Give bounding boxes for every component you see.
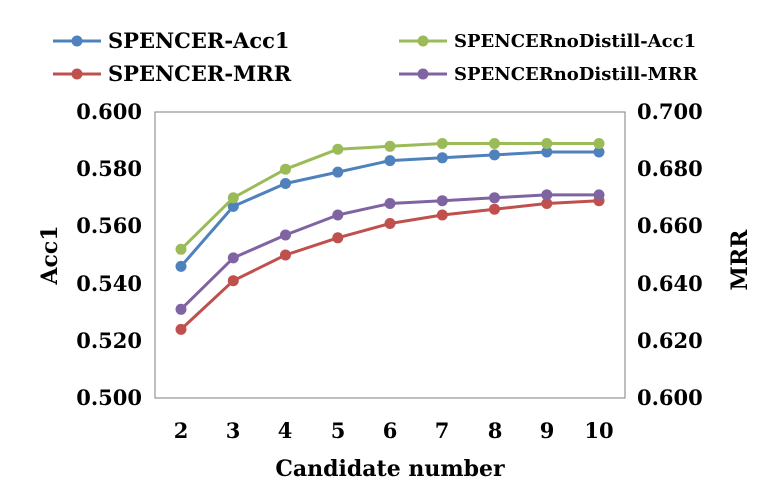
data-point-spencer-mrr <box>175 323 187 335</box>
data-point-spencernodistill-mrr <box>436 195 448 207</box>
series-spencer-mrr <box>175 195 605 335</box>
data-point-spencer-acc1 <box>384 155 396 167</box>
data-point-spencer-mrr <box>384 218 396 229</box>
y-tick-right: 0.620 <box>637 328 703 353</box>
data-point-spencernodistill-acc1 <box>227 192 239 204</box>
data-point-spencernodistill-acc1 <box>332 143 344 155</box>
data-point-spencer-acc1 <box>227 200 239 212</box>
data-point-spencer-acc1 <box>175 260 187 272</box>
legend-marker-spencer-acc1 <box>71 35 83 47</box>
data-point-spencernodistill-acc1 <box>593 138 605 149</box>
data-point-spencernodistill-acc1 <box>489 138 500 149</box>
y-axis-left: 0.500 0.520 0.540 0.560 0.580 0.600 <box>76 99 142 410</box>
data-point-spencernodistill-mrr <box>593 189 605 201</box>
legend-marker-spencernodistill-acc1 <box>417 35 429 47</box>
x-tick: 4 <box>278 418 293 443</box>
x-tick: 10 <box>584 418 613 443</box>
legend-marker-spencer-mrr <box>71 68 83 80</box>
data-point-spencernodistill-mrr <box>280 229 291 241</box>
x-tick: 3 <box>226 418 241 443</box>
data-point-spencer-acc1 <box>332 166 344 178</box>
data-point-spencernodistill-mrr <box>332 209 344 221</box>
y-tick-right: 0.700 <box>637 99 703 124</box>
data-point-spencernodistill-mrr <box>175 303 187 315</box>
data-point-spencer-mrr <box>436 209 448 221</box>
y-axis-right-title: MRR <box>727 229 753 291</box>
data-point-spencer-acc1 <box>541 146 553 158</box>
data-point-spencer-acc1 <box>489 149 500 161</box>
y-tick-right: 0.680 <box>637 156 703 181</box>
data-point-spencer-mrr <box>280 249 291 261</box>
series-layer <box>175 138 605 335</box>
data-point-spencernodistill-mrr <box>541 189 553 201</box>
data-point-spencer-acc1 <box>280 178 291 189</box>
legend-label-spencer-mrr: SPENCER-MRR <box>108 61 292 86</box>
legend: SPENCER-Acc1 SPENCER-MRR SPENCERnoDistil… <box>53 28 699 86</box>
data-point-spencer-mrr <box>227 275 239 287</box>
y-tick-left: 0.560 <box>76 213 142 238</box>
data-point-spencernodistill-mrr <box>227 252 239 264</box>
series-line-spencer-acc1 <box>179 150 599 268</box>
series-spencer-acc1 <box>175 146 605 272</box>
series-spencernodistill-acc1 <box>175 138 605 255</box>
y-tick-right: 0.640 <box>637 271 703 296</box>
y-tick-left: 0.520 <box>76 328 142 353</box>
data-point-spencernodistill-acc1 <box>175 243 187 255</box>
x-tick: 7 <box>435 418 450 443</box>
data-point-spencer-mrr <box>541 198 553 209</box>
series-spencernodistill-mrr <box>175 189 605 315</box>
data-point-spencernodistill-acc1 <box>280 163 291 175</box>
x-tick: 9 <box>540 418 555 443</box>
x-tick: 6 <box>383 418 398 443</box>
data-point-spencernodistill-acc1 <box>541 138 553 149</box>
data-point-spencernodistill-mrr <box>489 192 500 204</box>
legend-label-spencer-acc1: SPENCER-Acc1 <box>108 28 290 53</box>
data-point-spencer-acc1 <box>436 152 448 164</box>
legend-label-spencernodistill-acc1: SPENCERnoDistill-Acc1 <box>454 31 696 52</box>
legend-item-spencer-acc1: SPENCER-Acc1 <box>53 28 290 53</box>
series-line-spencernodistill-mrr <box>179 193 599 311</box>
legend-marker-spencernodistill-mrr <box>417 68 429 80</box>
y-axis-left-title: Acc1 <box>37 225 63 285</box>
data-point-spencer-mrr <box>489 203 500 215</box>
legend-item-spencer-mrr: SPENCER-MRR <box>53 61 292 86</box>
y-tick-left: 0.540 <box>76 271 142 296</box>
y-axis-right: 0.600 0.620 0.640 0.660 0.680 0.700 <box>637 99 703 410</box>
data-point-spencer-mrr <box>332 232 344 244</box>
data-point-spencernodistill-acc1 <box>384 140 396 152</box>
legend-label-spencernodistill-mrr: SPENCERnoDistill-MRR <box>454 64 699 85</box>
y-tick-left: 0.500 <box>76 385 142 410</box>
plot-area <box>154 111 626 399</box>
y-tick-left: 0.600 <box>76 99 142 124</box>
x-tick: 5 <box>331 418 346 443</box>
data-point-spencernodistill-acc1 <box>436 138 448 149</box>
x-tick: 8 <box>488 418 503 443</box>
data-point-spencer-acc1 <box>593 146 605 158</box>
y-tick-right: 0.660 <box>637 213 703 238</box>
legend-item-spencernodistill-acc1: SPENCERnoDistill-Acc1 <box>399 31 696 52</box>
legend-item-spencernodistill-mrr: SPENCERnoDistill-MRR <box>399 64 699 85</box>
x-tick: 2 <box>174 418 189 443</box>
data-point-spencernodistill-mrr <box>384 198 396 209</box>
x-axis-title: Candidate number <box>275 456 505 482</box>
x-axis: 2 3 4 5 6 7 8 9 10 <box>174 418 614 443</box>
y-tick-right: 0.600 <box>637 385 703 410</box>
y-tick-left: 0.580 <box>76 156 142 181</box>
